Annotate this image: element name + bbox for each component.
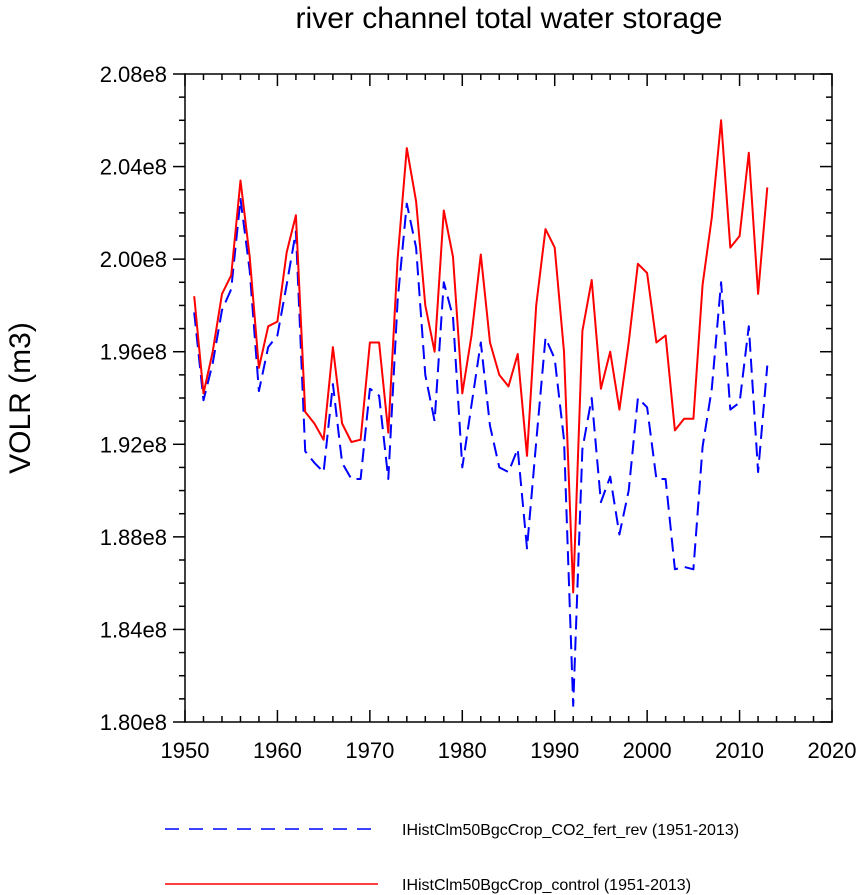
y-tick-label: 2.08e8: [100, 62, 167, 87]
series-line-1: [193, 198, 769, 707]
series-lines: [193, 119, 769, 707]
chart-title: river channel total water storage: [296, 2, 723, 35]
y-tick-label: 1.84e8: [100, 617, 167, 642]
axes-ticks: 1950 1960 1970 1980 1990 2000 2010 2020 1.80e8 1.…: [100, 62, 857, 763]
x-tick-label: 2020: [808, 738, 857, 763]
legend-label-2: IHistClm50BgcCrop_control (1951-2013): [402, 877, 691, 894]
y-axis-label: VOLR (m3): [4, 322, 37, 474]
series-line-2: [193, 119, 769, 594]
y-tick-label: 1.88e8: [100, 525, 167, 550]
x-tick-label: 1980: [438, 738, 487, 763]
x-tick-label: 1950: [161, 738, 210, 763]
y-tick-label: 1.92e8: [100, 432, 167, 457]
legend: IHistClm50BgcCrop_CO2_fert_rev (1951-201…: [165, 822, 739, 894]
y-tick-label: 1.96e8: [100, 340, 167, 365]
y-tick-label: 2.00e8: [100, 247, 167, 272]
y-tick-label: 1.80e8: [100, 710, 167, 735]
x-tick-label: 2010: [715, 738, 764, 763]
x-tick-label: 2000: [623, 738, 672, 763]
x-tick-label: 1960: [253, 738, 302, 763]
plot-frame: [184, 73, 833, 723]
y-tick-label: 2.04e8: [100, 155, 167, 180]
x-tick-label: 1970: [345, 738, 394, 763]
legend-label-1: IHistClm50BgcCrop_CO2_fert_rev (1951-201…: [402, 822, 739, 839]
x-tick-label: 1990: [530, 738, 579, 763]
